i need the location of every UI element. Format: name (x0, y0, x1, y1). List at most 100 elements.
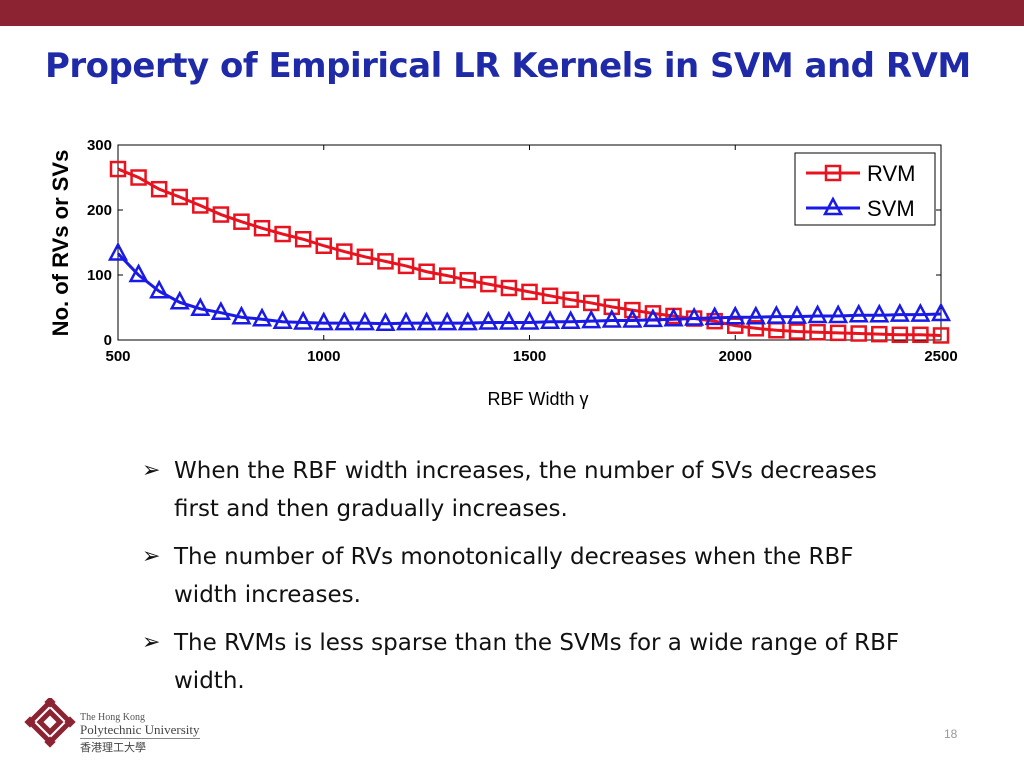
rvm-data-point (624, 301, 641, 319)
rvm-data-point (315, 237, 332, 254)
svm-data-point (560, 310, 581, 330)
svm-data-point (293, 310, 314, 330)
legend-marker-svm (822, 196, 844, 216)
svm-data-point (313, 311, 334, 331)
rvm-data-point (891, 326, 909, 344)
rvm-data-point (336, 243, 353, 260)
svm-data-point (601, 308, 622, 328)
university-name-chinese: 香港理工大學 (80, 742, 146, 754)
svm-data-point (581, 309, 602, 329)
legend-label-rvm: RVM (867, 161, 916, 186)
rvm-data-point (562, 291, 579, 308)
svm-data-point (354, 311, 375, 331)
svm-data-point (786, 304, 808, 324)
bullet-item: ➢ The RVMs is less sparse than the SVMs … (142, 624, 902, 700)
rvm-data-point (171, 188, 188, 206)
svm-data-point (251, 307, 273, 327)
legend-label-svm: SVM (867, 196, 915, 221)
y-tick-label: 300 (87, 137, 112, 154)
bullet-text: The RVMs is less sparse than the SVMs fo… (174, 630, 900, 694)
rvm-data-point (233, 213, 250, 230)
svm-data-point (930, 302, 952, 322)
rvm-data-point (541, 287, 559, 305)
rvm-data-point (438, 267, 456, 284)
svm-data-point (704, 306, 725, 326)
svm-data-point (766, 304, 787, 324)
rvm-data-point (418, 263, 435, 280)
rvm-data-point (356, 248, 374, 266)
rvm-data-point (109, 160, 127, 178)
rvm-data-point (521, 283, 538, 301)
x-axis-label: RBF Width γ (487, 389, 588, 409)
rvm-data-point (809, 323, 826, 341)
svm-series-line (116, 252, 942, 326)
arrow-bullet-icon: ➢ (142, 630, 161, 655)
x-tick-label: 1000 (307, 348, 340, 365)
svm-data-point (684, 306, 705, 326)
svm-data-point (663, 307, 684, 327)
svm-data-point (725, 305, 746, 325)
bullet-item: ➢ When the RBF width increases, the numb… (142, 452, 902, 528)
svm-data-point (272, 310, 293, 330)
y-axis-label: No. of RVs or SVs (48, 150, 73, 337)
svm-data-point (498, 310, 520, 330)
svm-data-point (622, 308, 643, 328)
legend-box (794, 152, 936, 226)
svm-data-point (190, 297, 211, 317)
y-tick-label: 0 (104, 332, 112, 349)
arrow-bullet-icon: ➢ (142, 544, 161, 569)
y-tick-label: 100 (87, 267, 112, 284)
svm-data-point (642, 308, 664, 328)
page-number: 18 (944, 727, 958, 741)
svm-data-point (231, 305, 252, 325)
rvm-data-point (274, 225, 291, 243)
bullet-list: ➢ When the RBF width increases, the numb… (142, 452, 902, 710)
svm-data-point (149, 279, 170, 299)
rvm-data-point (130, 169, 147, 186)
svm-data-point (519, 310, 540, 330)
svm-data-point (539, 310, 561, 330)
svm-data-point (848, 303, 869, 323)
svm-data-point (910, 302, 931, 322)
svm-data-point (334, 311, 355, 331)
rvm-data-point (500, 279, 518, 297)
rvm-data-point (212, 206, 230, 223)
top-banner (0, 0, 1024, 26)
svm-data-point (210, 301, 231, 320)
svm-data-point (437, 311, 458, 331)
svm-data-point (395, 311, 417, 331)
x-tick-label: 2000 (719, 348, 752, 365)
chart-legend: RVM SVM (794, 152, 936, 226)
rvm-data-point (459, 271, 477, 289)
svm-data-point (128, 263, 149, 283)
x-tick-label: 500 (105, 348, 130, 365)
rvm-data-point (294, 231, 312, 248)
svm-data-point (807, 304, 828, 324)
rvm-data-point (871, 325, 888, 343)
svm-data-point (828, 304, 849, 324)
rvm-data-point (150, 180, 168, 198)
rvm-data-point (480, 275, 497, 293)
rvm-data-point (850, 325, 867, 342)
svm-data-point (107, 241, 129, 261)
rvm-data-point (747, 320, 765, 337)
rvm-data-point (829, 324, 847, 342)
svm-data-point (745, 305, 766, 325)
rvm-data-point (253, 219, 271, 237)
x-tick-label: 1500 (513, 348, 546, 365)
rvm-data-point (192, 197, 209, 214)
bullet-item: ➢ The number of RVs monotonically decrea… (142, 538, 902, 614)
x-tick-label: 2500 (924, 348, 957, 365)
rvm-data-point (397, 257, 415, 275)
university-name-line2: Polytechnic University (80, 722, 200, 739)
rvm-data-point (912, 326, 929, 344)
svm-data-point (169, 290, 190, 310)
svm-data-point (869, 303, 890, 323)
y-tick-label: 200 (87, 202, 112, 219)
slide-title: Property of Empirical LR Kernels in SVM … (45, 46, 971, 86)
svm-data-point (478, 310, 499, 330)
bullet-text: When the RBF width increases, the number… (174, 458, 877, 522)
svm-data-point (889, 302, 910, 322)
bullet-text: The number of RVs monotonically decrease… (174, 544, 854, 608)
rvm-data-point (788, 323, 806, 340)
